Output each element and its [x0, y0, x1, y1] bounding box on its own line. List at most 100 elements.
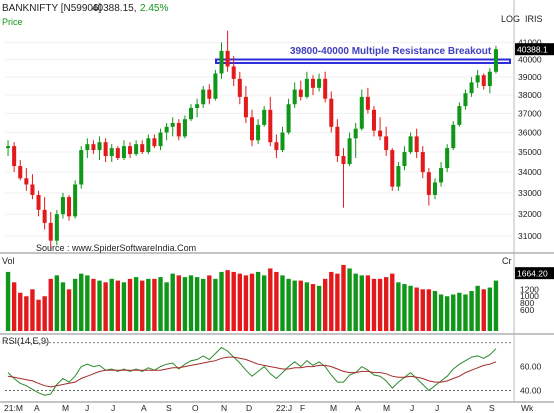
x-axis-tick-label: M	[62, 403, 69, 413]
x-axis-tick-label: O	[192, 403, 199, 413]
volume-bar	[225, 270, 230, 331]
candle-body	[475, 75, 480, 83]
candle	[109, 144, 114, 163]
volume-bar	[237, 273, 242, 331]
volume-bar	[24, 296, 29, 331]
iris-button[interactable]: IRIS	[525, 14, 543, 24]
volume-bar	[207, 275, 212, 331]
volume-bar	[54, 275, 60, 331]
volume-bar	[414, 287, 419, 331]
volume-bar	[30, 289, 35, 331]
x-axis-tick-label: J	[85, 403, 89, 413]
candle	[457, 102, 462, 127]
candle	[188, 104, 194, 122]
volume-bar	[396, 282, 401, 331]
volume-bar	[377, 278, 383, 331]
candle-body	[225, 50, 230, 67]
change-percent: 2.45%	[140, 3, 168, 14]
volume-bar	[347, 268, 352, 331]
candle-body	[280, 132, 285, 151]
candle	[115, 146, 120, 161]
candle	[347, 132, 352, 167]
volume-bar	[72, 278, 78, 331]
candle-body	[170, 122, 175, 127]
candle	[134, 140, 139, 157]
candle-body	[128, 146, 133, 155]
candle	[60, 192, 65, 219]
x-axis-tick-label: 21:M	[4, 403, 23, 413]
candle	[213, 69, 218, 101]
candle-body	[91, 144, 96, 151]
volume-bar	[444, 296, 450, 331]
candle	[146, 134, 151, 155]
candle	[384, 126, 389, 157]
volume-bar	[36, 299, 41, 331]
candle	[249, 109, 255, 147]
candle-body	[432, 182, 437, 195]
volume-bar	[103, 282, 108, 331]
candle-body	[109, 148, 114, 157]
candle-body	[481, 75, 486, 86]
candle-body	[140, 144, 145, 153]
volume-bar	[262, 275, 267, 331]
candle	[12, 142, 17, 173]
volume-bar	[316, 285, 322, 331]
x-axis-tick-label: A	[355, 403, 361, 413]
price-tick-label: 32000	[518, 209, 542, 219]
candle	[24, 168, 29, 191]
candle	[219, 42, 224, 79]
volume-bar	[383, 277, 389, 331]
volume-bar	[170, 273, 175, 331]
candle	[140, 140, 145, 155]
rsi-tick-label: 40.00	[520, 385, 542, 395]
candle-body	[439, 168, 444, 183]
x-axis-tick-label: A	[141, 403, 147, 413]
volume-bar	[79, 273, 84, 331]
last-price-marker	[515, 43, 554, 56]
candle-body	[347, 138, 352, 165]
candle-body	[298, 89, 303, 97]
candle-body	[213, 73, 218, 99]
candle	[91, 140, 96, 155]
volume-bar	[298, 280, 303, 331]
candle	[390, 148, 395, 191]
candle-body	[396, 166, 401, 187]
volume-bar	[158, 277, 163, 331]
volume-bar	[341, 264, 346, 331]
candle	[243, 85, 248, 123]
candle	[18, 160, 23, 181]
volume-bar	[493, 280, 499, 331]
candle	[225, 30, 230, 72]
candle-body	[268, 109, 273, 143]
volume-bar	[255, 271, 261, 331]
volume-tick-label: 1000	[520, 291, 539, 301]
log-toggle[interactable]: LOG	[501, 14, 520, 24]
candle-body	[231, 66, 236, 79]
x-axis-tick-label: J	[435, 403, 439, 413]
candle-body	[134, 144, 139, 155]
candle	[341, 148, 346, 208]
volume-bar	[420, 289, 425, 331]
volume-bar	[408, 285, 413, 331]
candle-body	[158, 132, 163, 147]
volume-bar	[188, 275, 194, 331]
volume-tick-label: 800	[520, 298, 534, 308]
volume-bar	[231, 271, 236, 331]
candle-body	[195, 104, 200, 108]
volume-bar	[127, 278, 133, 331]
x-axis-tick-label: F	[300, 403, 305, 413]
price-label: Price	[2, 17, 23, 27]
candle	[280, 126, 285, 153]
candle-body	[414, 136, 419, 153]
candle-body	[48, 222, 53, 241]
volume-bar	[390, 273, 395, 331]
candle	[353, 122, 358, 159]
candle-body	[18, 166, 23, 179]
candle-body	[97, 142, 102, 151]
symbol-label: BANKNIFTY [N59906]	[2, 3, 102, 14]
candle-body	[24, 178, 29, 185]
volume-bar	[60, 282, 66, 331]
volume-bar	[164, 282, 169, 331]
candle-body	[378, 130, 383, 137]
candle-body	[274, 142, 279, 151]
